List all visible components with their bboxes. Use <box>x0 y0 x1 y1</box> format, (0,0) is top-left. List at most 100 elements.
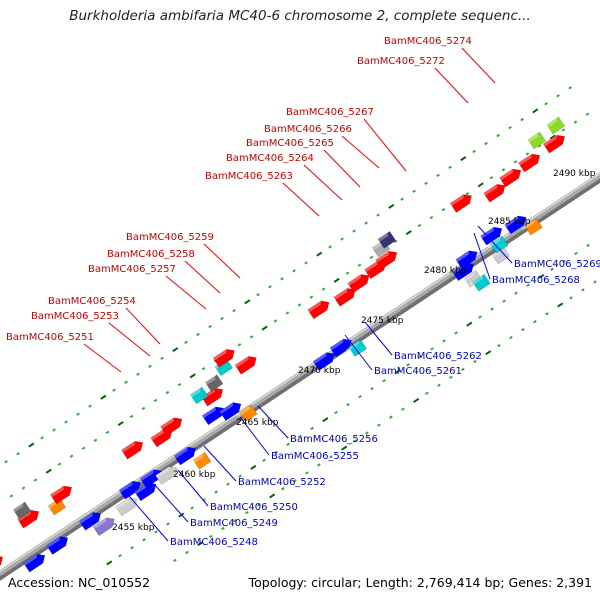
gene-shape <box>204 374 224 393</box>
track-dot <box>321 287 326 291</box>
scale-kbp-label: 2455 kbp <box>112 523 155 533</box>
track-dot <box>345 271 350 275</box>
gene-label: BamMC406_5265 <box>246 138 334 149</box>
track-dot <box>189 373 196 379</box>
track-dot <box>57 462 62 466</box>
track-dot <box>280 277 284 281</box>
track-dot <box>393 239 398 244</box>
gene-leader-line <box>239 416 270 456</box>
gene-shape <box>0 555 4 575</box>
track-dot <box>405 230 412 236</box>
track-dot <box>388 203 395 209</box>
track-dot <box>424 181 428 185</box>
gene-shape <box>121 440 144 460</box>
gene-arrow <box>155 466 178 486</box>
track-dot <box>333 277 340 283</box>
gene-shape <box>115 497 138 517</box>
track-dot <box>490 307 494 311</box>
track-dot <box>261 325 268 331</box>
map-title: Burkholderia ambifaria MC40-6 chromosome… <box>69 8 531 24</box>
gene-shine <box>115 497 130 510</box>
track-dot <box>573 120 578 124</box>
gene-shine <box>469 275 483 287</box>
track-dot <box>370 386 374 391</box>
track-dot <box>460 156 467 162</box>
gene-label: BamMC406_5266 <box>264 124 352 135</box>
gene-shape <box>333 288 356 307</box>
gene-shine <box>524 133 539 145</box>
track-dot <box>305 471 309 475</box>
track-dot <box>245 510 249 515</box>
track-dot <box>586 243 590 248</box>
gene-shine <box>450 194 464 206</box>
track-dot <box>477 182 484 188</box>
track-dot <box>489 176 494 180</box>
track-dot <box>226 482 230 486</box>
track-dot <box>562 259 566 264</box>
gene-shape <box>92 517 115 537</box>
track-dot <box>269 493 276 499</box>
track-dot <box>136 372 140 376</box>
track-dot <box>357 263 362 267</box>
gene-arrow <box>312 352 335 371</box>
gene-arrow <box>187 386 209 405</box>
track-dot <box>177 382 182 387</box>
gene-arrow <box>499 168 522 188</box>
gene-shine <box>219 402 233 414</box>
gene-arrow <box>449 194 472 213</box>
track-dot <box>292 269 296 273</box>
track-dot <box>130 546 134 550</box>
track-dot <box>569 296 573 300</box>
track-dot <box>154 530 158 534</box>
track-dot <box>262 458 266 462</box>
gene-shine <box>150 428 165 441</box>
gene-label: BamMC406_5252 <box>238 477 326 488</box>
gene-arrow <box>517 153 541 173</box>
track-dot <box>52 428 56 432</box>
gene-label: BamMC406_5269 <box>514 259 600 270</box>
gene-shape <box>118 480 141 500</box>
gene-shape <box>504 215 527 235</box>
track-dot <box>9 494 14 498</box>
track-dot <box>117 421 124 427</box>
track-dot <box>16 452 20 456</box>
gene-arrow <box>115 497 138 517</box>
track-dot <box>64 420 68 424</box>
gene-arrow <box>329 338 352 358</box>
track-dot <box>153 398 158 403</box>
gene-label: BamMC406_5256 <box>290 434 378 445</box>
track-dot <box>293 479 297 483</box>
gene-arrow <box>0 555 4 575</box>
track-dot <box>274 450 278 454</box>
gene-shine <box>189 453 204 465</box>
gene-leader-line <box>364 321 393 356</box>
track-dot <box>394 369 401 375</box>
track-dot <box>184 340 188 345</box>
gene-shape <box>542 134 566 154</box>
gene-shine <box>79 512 93 524</box>
track-dot <box>557 302 564 308</box>
gene-arrow <box>236 404 258 423</box>
track-dot <box>413 397 420 403</box>
backbone-highlight <box>0 172 600 573</box>
gene-shine <box>187 388 201 400</box>
track-dot <box>585 112 590 116</box>
track-dot <box>561 128 566 132</box>
track-dot <box>4 460 8 464</box>
gene-leader-line <box>341 135 380 169</box>
track-dot <box>298 434 302 439</box>
track-dot <box>201 367 206 371</box>
track-dot <box>364 221 368 225</box>
track-dot <box>581 288 585 292</box>
gene-arrow <box>375 250 398 270</box>
gene-shape <box>472 273 491 292</box>
gene-shine <box>121 441 135 453</box>
track-dot <box>533 320 537 324</box>
track-dot <box>352 229 356 233</box>
track-dot <box>124 380 128 384</box>
gene-shape <box>160 417 183 437</box>
scale-kbp-label: 2490 kbp <box>553 169 596 179</box>
track-dot <box>273 319 278 323</box>
track-dot <box>250 464 257 470</box>
